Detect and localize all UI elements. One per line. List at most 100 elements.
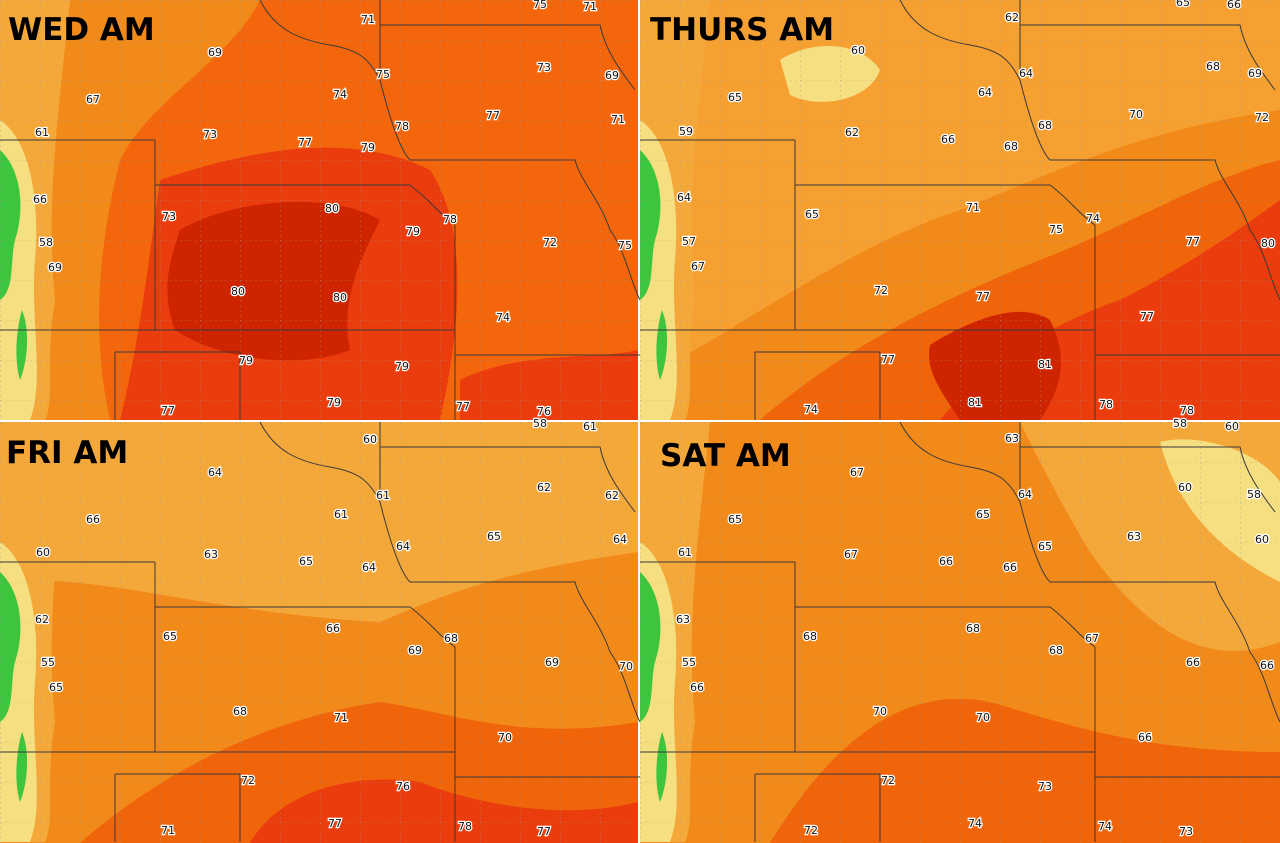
temp-label: 80 [333,291,347,304]
temp-label: 73 [162,210,176,223]
temp-label: 77 [976,290,990,303]
temp-label: 76 [537,405,551,418]
temp-label: 80 [231,285,245,298]
temp-label: 58 [533,417,547,430]
temp-label: 61 [678,546,692,559]
temp-label: 65 [728,91,742,104]
temp-label: 75 [1049,223,1063,236]
temp-label: 72 [543,236,557,249]
temp-label: 61 [583,420,597,433]
temp-label: 64 [396,540,410,553]
temp-label: 68 [803,630,817,643]
temp-label: 74 [804,403,818,416]
temp-label: 65 [805,208,819,221]
panel-fri [0,421,641,843]
temp-label: 79 [327,396,341,409]
temp-label: 64 [613,533,627,546]
temp-label: 66 [33,193,47,206]
temp-label: 79 [395,360,409,373]
temp-label: 64 [362,561,376,574]
temp-label: 71 [161,824,175,837]
temp-label: 66 [939,555,953,568]
temp-label: 66 [1003,561,1017,574]
temp-label: 71 [966,201,980,214]
panel-title: WED AM [8,12,155,48]
temp-label: 71 [611,113,625,126]
temp-label: 67 [850,466,864,479]
temp-label: 63 [1127,530,1141,543]
temp-label: 76 [396,780,410,793]
temp-label: 72 [881,774,895,787]
temp-label: 67 [86,93,100,106]
temp-label: 75 [618,239,632,252]
temp-label: 81 [968,396,982,409]
temp-label: 77 [537,825,551,838]
temp-label: 78 [458,820,472,833]
temp-label: 75 [533,0,547,11]
temp-label: 72 [804,824,818,837]
temp-label: 78 [1099,398,1113,411]
panel-title: SAT AM [660,438,791,474]
temp-label: 66 [1260,659,1274,672]
temp-label: 77 [881,353,895,366]
temp-label: 68 [1206,60,1220,73]
temp-label: 74 [1098,820,1112,833]
temp-label: 65 [163,630,177,643]
temp-label: 68 [1038,119,1052,132]
temp-label: 61 [35,126,49,139]
temp-label: 79 [239,354,253,367]
temp-label: 65 [487,530,501,543]
temp-label: 78 [443,213,457,226]
temp-label: 64 [1018,488,1032,501]
temp-label: 69 [605,69,619,82]
temp-label: 68 [1004,140,1018,153]
temp-label: 79 [361,141,375,154]
temp-label: 74 [333,88,347,101]
temp-label: 68 [1049,644,1063,657]
temp-label: 63 [204,548,218,561]
temp-label: 58 [1173,417,1187,430]
panel-sat [639,421,1280,843]
temp-label: 66 [326,622,340,635]
temp-label: 72 [874,284,888,297]
temp-label: 66 [941,133,955,146]
temp-label: 68 [444,632,458,645]
temp-label: 66 [1138,731,1152,744]
temp-label: 63 [676,613,690,626]
temp-label: 81 [1038,358,1052,371]
temp-label: 60 [363,433,377,446]
temp-label: 64 [978,86,992,99]
temp-label: 69 [408,644,422,657]
temp-label: 80 [325,202,339,215]
panel-title: THURS AM [650,12,834,48]
temp-label: 60 [36,546,50,559]
panel-title: FRI AM [6,435,128,471]
temp-label: 61 [334,508,348,521]
temp-label: 55 [41,656,55,669]
temp-label: 58 [1247,488,1261,501]
temp-label: 77 [456,400,470,413]
temp-label: 77 [298,136,312,149]
temp-label: 67 [1085,632,1099,645]
temp-label: 61 [376,489,390,502]
temp-label: 67 [691,260,705,273]
temp-label: 62 [1005,11,1019,24]
temp-label: 63 [1005,432,1019,445]
temp-label: 70 [873,705,887,718]
panel-wed [0,0,641,421]
temp-label: 62 [35,613,49,626]
temp-label: 59 [679,125,693,138]
temp-label: 69 [545,656,559,669]
temp-label: 80 [1261,237,1275,250]
temp-label: 67 [844,548,858,561]
temp-label: 73 [537,61,551,74]
labels: 69 71 75 71 67 74 75 73 69 61 73 77 79 78 77 71 66 73 80 79… [6,0,1276,839]
temp-label: 66 [1186,656,1200,669]
temp-label: 73 [203,128,217,141]
temp-label: 75 [376,68,390,81]
temp-label: 66 [86,513,100,526]
temp-label: 69 [1248,67,1262,80]
temp-label: 55 [682,656,696,669]
temp-label: 77 [486,109,500,122]
